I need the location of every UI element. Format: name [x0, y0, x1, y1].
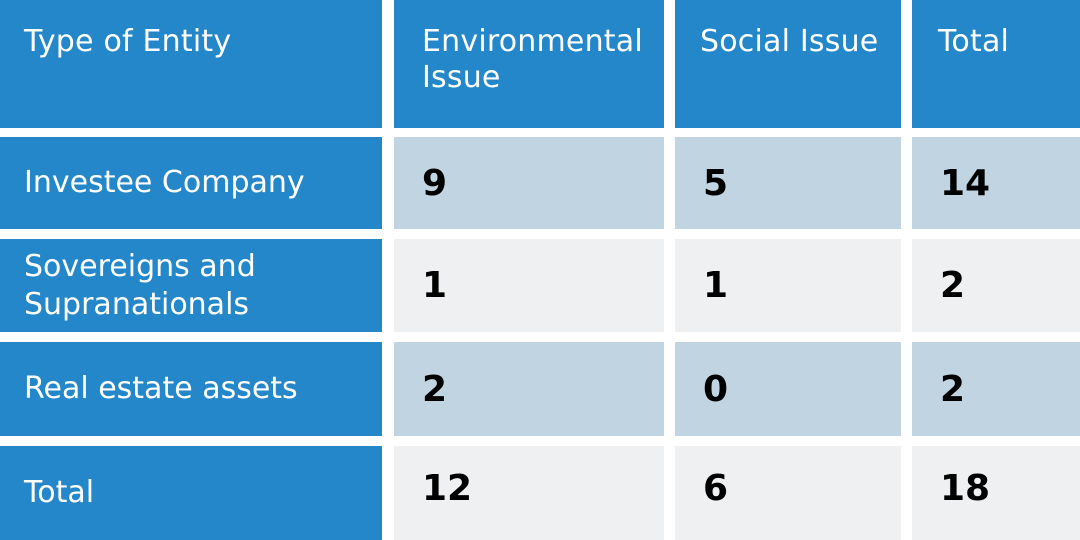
cell-social: 0 [675, 342, 901, 436]
cell-environmental: 2 [394, 342, 664, 436]
header-social-issue: Social Issue [675, 0, 901, 128]
cell-social: 1 [675, 239, 901, 332]
cell-total: 2 [912, 342, 1080, 436]
row-label: Investee Company [0, 137, 382, 229]
row-label: Total [0, 446, 382, 540]
header-label: Total [938, 24, 1010, 59]
row-label: Sovereigns and Supranationals [0, 239, 382, 332]
cell-environmental: 12 [394, 446, 664, 540]
header-total: Total [912, 0, 1080, 128]
cell-total: 18 [912, 446, 1080, 540]
header-label: Type of Entity [24, 24, 232, 59]
header-environmental-issue: Environmental Issue [394, 0, 664, 128]
cell-social: 6 [675, 446, 901, 540]
row-label: Real estate assets [0, 342, 382, 436]
header-label: Social Issue [700, 24, 879, 59]
cell-environmental: 1 [394, 239, 664, 332]
header-label: Environmental Issue [422, 24, 643, 95]
cell-total: 14 [912, 137, 1080, 229]
cell-total: 2 [912, 239, 1080, 332]
cell-environmental: 9 [394, 137, 664, 229]
header-type-of-entity: Type of Entity [0, 0, 382, 128]
cell-social: 5 [675, 137, 901, 229]
